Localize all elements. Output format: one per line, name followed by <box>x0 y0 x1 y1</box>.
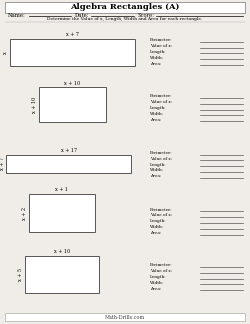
Bar <box>6 155 131 173</box>
Text: Perimeter:: Perimeter: <box>150 151 172 155</box>
Text: x + 5: x + 5 <box>18 268 23 281</box>
Bar <box>10 39 135 66</box>
Bar <box>39 87 106 122</box>
Text: x + 7: x + 7 <box>66 32 79 37</box>
Text: x: x <box>3 51 8 54</box>
Text: Area:: Area: <box>150 287 162 291</box>
Text: Math-Drills.com: Math-Drills.com <box>105 315 145 320</box>
Text: Algebra Rectangles (A): Algebra Rectangles (A) <box>70 3 180 11</box>
Text: Area:: Area: <box>150 231 162 235</box>
Text: x + 10: x + 10 <box>54 249 70 254</box>
Text: x + 1: x + 1 <box>56 188 68 192</box>
Text: Width:: Width: <box>150 281 164 285</box>
Text: Determine the Value of x, Length, Width and Area for each rectangle.: Determine the Value of x, Length, Width … <box>47 17 203 21</box>
Text: x + 7: x + 7 <box>0 157 4 170</box>
Text: Length:: Length: <box>150 275 166 279</box>
Text: Value of x:: Value of x: <box>150 269 172 273</box>
Text: Length:: Length: <box>150 163 166 167</box>
Text: Length:: Length: <box>150 106 166 110</box>
Text: Area:: Area: <box>150 174 162 178</box>
FancyBboxPatch shape <box>5 313 245 321</box>
Text: x + 17: x + 17 <box>61 148 77 153</box>
Text: Score:: Score: <box>138 13 154 18</box>
Text: Perimeter:: Perimeter: <box>150 38 172 42</box>
Text: Date:: Date: <box>75 13 90 18</box>
Text: x + 10: x + 10 <box>32 96 37 113</box>
Text: Area:: Area: <box>150 62 162 65</box>
Text: Value of x:: Value of x: <box>150 157 172 161</box>
Bar <box>25 256 99 293</box>
Text: Area:: Area: <box>150 118 162 122</box>
Text: x + 2: x + 2 <box>22 206 27 220</box>
Text: Perimeter:: Perimeter: <box>150 94 172 98</box>
FancyBboxPatch shape <box>5 2 245 13</box>
Text: Perimeter:: Perimeter: <box>150 208 172 212</box>
Text: Length:: Length: <box>150 50 166 54</box>
Text: Width:: Width: <box>150 56 164 60</box>
Text: Value of x:: Value of x: <box>150 44 172 48</box>
Text: Width:: Width: <box>150 225 164 229</box>
Text: Width:: Width: <box>150 168 164 172</box>
Text: x + 10: x + 10 <box>64 81 81 86</box>
Text: Name:: Name: <box>8 13 25 18</box>
Text: Value of x:: Value of x: <box>150 100 172 104</box>
Text: Length:: Length: <box>150 219 166 223</box>
Text: Perimeter:: Perimeter: <box>150 263 172 267</box>
Text: Value of x:: Value of x: <box>150 214 172 217</box>
Text: Width:: Width: <box>150 112 164 116</box>
Bar <box>29 194 95 232</box>
